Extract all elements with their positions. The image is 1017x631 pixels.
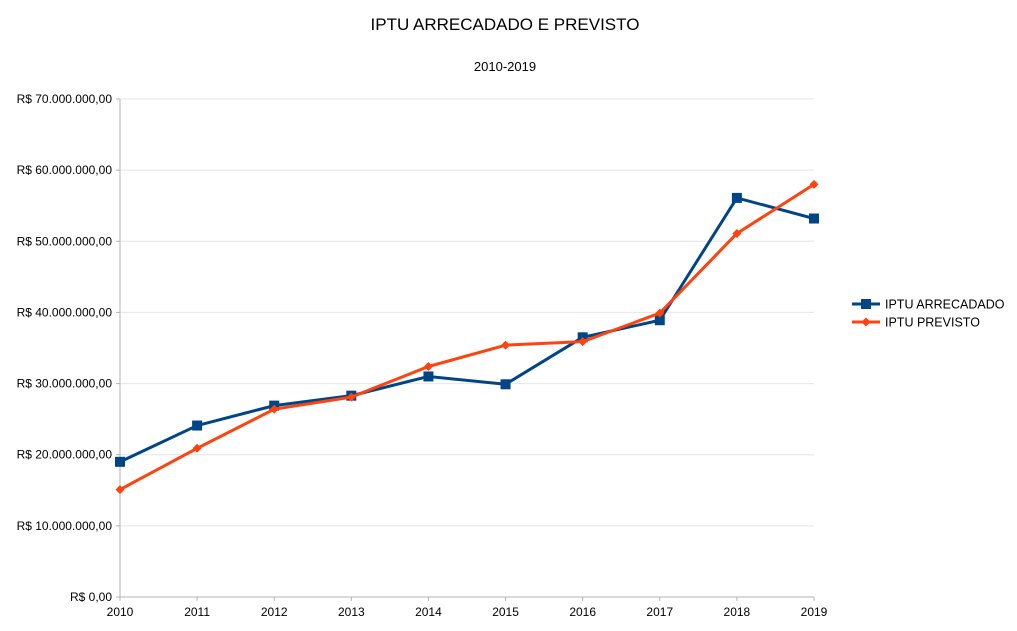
data-point [809,213,819,224]
data-point [269,404,279,414]
y-tick-label: R$ 40.000.000,00 [17,305,113,319]
legend: IPTU ARRECADADO IPTU PREVISTO [852,298,1005,330]
data-point [115,485,125,495]
y-tick-label: R$ 30.000.000,00 [17,377,113,391]
series-previsto [115,179,819,495]
legend-entry: IPTU ARRECADADO [852,298,1005,312]
x-axis-tick-labels: 2010 2011 2012 2013 2014 2015 2016 2017 2018 2019 [107,605,828,619]
series-lines [115,179,819,495]
data-point [423,361,433,371]
x-tick-label: 2017 [646,605,673,619]
axes [116,98,815,601]
gridlines [120,98,814,527]
legend-label: IPTU PREVISTO [885,316,980,330]
y-tick-label: R$ 50.000.000,00 [17,234,113,248]
data-point [500,379,511,390]
series-arrecadado [115,192,819,467]
x-tick-label: 2011 [184,605,210,619]
data-point [578,337,588,347]
legend-label: IPTU ARRECADADO [885,298,1005,312]
chart-title: IPTU ARRECADADO E PREVISTO [371,15,640,34]
data-point [501,340,511,350]
data-point [423,371,434,382]
data-point [115,456,125,467]
data-point [732,228,742,238]
series-line [119,196,815,464]
data-point [346,392,356,402]
data-point [655,308,665,318]
chart-subtitle: 2010-2019 [474,59,536,74]
x-tick-label: 2019 [801,605,828,619]
data-point [192,420,203,431]
x-tick-label: 2010 [107,605,134,619]
data-point [809,179,819,189]
data-point [731,192,742,203]
x-tick-label: 2012 [261,605,288,619]
data-point [654,315,665,326]
data-point [192,443,202,453]
y-tick-label: R$ 10.000.000,00 [17,519,113,533]
y-tick-label: R$ 70.000.000,00 [17,92,113,106]
y-tick-label: R$ 0,00 [70,590,112,604]
x-tick-label: 2015 [492,605,519,619]
x-tick-label: 2018 [724,605,751,619]
x-tick-label: 2013 [338,605,365,619]
y-tick-label: R$ 20.000.000,00 [17,448,113,462]
legend-marker [861,317,871,327]
legend-marker [861,299,871,309]
y-tick-label: R$ 60.000.000,00 [17,163,113,177]
x-tick-label: 2016 [569,605,596,619]
y-axis-tick-labels: R$ 0,00 R$ 10.000.000,00 R$ 20.000.000,00 R… [17,92,113,604]
legend-entry: IPTU PREVISTO [852,316,980,330]
series-line [119,183,815,491]
x-tick-label: 2014 [415,605,442,619]
